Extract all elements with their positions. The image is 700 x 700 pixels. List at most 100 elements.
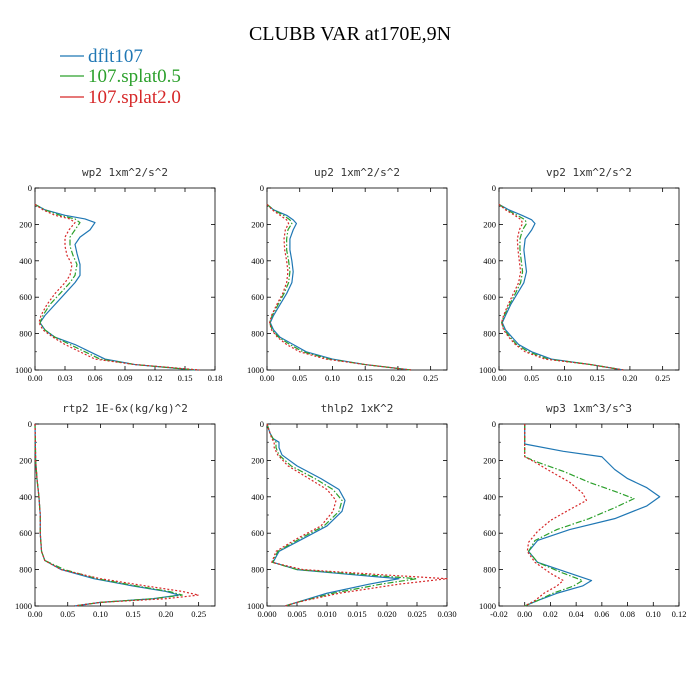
y-tick-label: 800 xyxy=(483,329,496,339)
x-tick-label: 0.005 xyxy=(287,609,306,619)
x-tick-label: 0.05 xyxy=(524,373,539,383)
series-line-107.splat0.5 xyxy=(266,203,412,371)
x-tick-label: 0.06 xyxy=(88,373,103,383)
x-tick-label: 0.09 xyxy=(118,373,133,383)
x-tick-label: 0.25 xyxy=(655,373,670,383)
y-tick-label: 200 xyxy=(251,455,264,465)
x-tick-label: 0.025 xyxy=(407,609,426,619)
series-line-107.splat0.5 xyxy=(34,423,183,607)
y-tick-label: 800 xyxy=(19,565,32,575)
x-tick-label: 0.15 xyxy=(178,373,193,383)
x-tick-label: 0.00 xyxy=(517,609,532,619)
y-tick-label: 1000 xyxy=(247,601,264,611)
y-tick-label: 0 xyxy=(260,183,264,193)
panel-6: wp3 1xm^3/s^3 0 200 400 600 800 1000-0.02 0.00 0… xyxy=(479,402,686,619)
x-tick-label: -0.02 xyxy=(490,609,508,619)
series-line-dflt107 xyxy=(524,424,661,607)
y-tick-label: 0 xyxy=(28,419,32,429)
y-tick-label: 800 xyxy=(251,565,264,575)
panel-2-frame xyxy=(266,187,448,371)
series-line-107.splat2.0 xyxy=(34,203,201,371)
x-tick-label: 0.030 xyxy=(437,609,456,619)
x-tick-label: 0.20 xyxy=(390,373,405,383)
x-tick-label: 0.00 xyxy=(28,373,43,383)
series-line-dflt107 xyxy=(498,203,624,371)
series-line-dflt107 xyxy=(266,423,400,607)
y-tick-label: 600 xyxy=(19,528,32,538)
y-tick-label: 400 xyxy=(483,492,496,502)
series-line-107.splat0.5 xyxy=(266,423,418,607)
panel-5-title: thlp2 1xK^2 xyxy=(321,402,394,415)
x-tick-label: 0.15 xyxy=(126,609,141,619)
panel-5-frame xyxy=(266,423,448,607)
y-tick-label: 1000 xyxy=(15,365,32,375)
x-tick-label: 0.15 xyxy=(358,373,373,383)
x-tick-label: 0.25 xyxy=(423,373,438,383)
x-tick-label: 0.015 xyxy=(347,609,366,619)
x-tick-label: 0.00 xyxy=(492,373,507,383)
y-tick-label: 400 xyxy=(251,492,264,502)
x-tick-label: 0.25 xyxy=(191,609,206,619)
series-line-107.splat2.0 xyxy=(266,203,412,371)
y-tick-label: 400 xyxy=(251,256,264,266)
y-tick-label: 800 xyxy=(19,329,32,339)
panel-2-title: up2 1xm^2/s^2 xyxy=(314,166,400,179)
x-tick-label: 0.010 xyxy=(317,609,336,619)
panel-4-frame xyxy=(34,423,216,607)
panel-4-title: rtp2 1E-6x(kg/kg)^2 xyxy=(62,402,188,415)
y-tick-label: 400 xyxy=(19,492,32,502)
y-tick-label: 400 xyxy=(483,256,496,266)
y-tick-label: 0 xyxy=(260,419,264,429)
x-tick-label: 0.10 xyxy=(325,373,340,383)
x-tick-label: 0.04 xyxy=(569,609,585,619)
y-tick-label: 200 xyxy=(483,455,496,465)
y-tick-label: 0 xyxy=(492,419,496,429)
figure-title: CLUBB VAR at170E,9N xyxy=(249,23,451,45)
legend-label-splat0.5: 107.splat0.5 xyxy=(88,66,181,87)
x-tick-label: 0.05 xyxy=(60,609,75,619)
x-tick-label: 0.02 xyxy=(543,609,558,619)
x-tick-label: 0.20 xyxy=(158,609,173,619)
x-tick-label: 0.000 xyxy=(257,609,276,619)
y-tick-label: 600 xyxy=(483,528,496,538)
panel-6-frame xyxy=(498,423,680,607)
x-tick-label: 0.15 xyxy=(590,373,605,383)
panel-3-title: vp2 1xm^2/s^2 xyxy=(546,166,632,179)
series-line-dflt107 xyxy=(266,203,412,371)
legend-label-splat2.0: 107.splat2.0 xyxy=(88,87,181,108)
y-tick-label: 600 xyxy=(483,292,496,302)
series-line-107.splat2.0 xyxy=(266,423,448,607)
x-tick-label: 0.05 xyxy=(292,373,307,383)
y-tick-label: 1000 xyxy=(479,601,496,611)
x-tick-label: 0.10 xyxy=(646,609,661,619)
panel-1-frame xyxy=(34,187,216,371)
y-tick-label: 800 xyxy=(483,565,496,575)
y-tick-label: 200 xyxy=(251,219,264,229)
y-tick-label: 800 xyxy=(251,329,264,339)
y-tick-label: 200 xyxy=(19,219,32,229)
y-tick-label: 0 xyxy=(492,183,496,193)
x-tick-label: 0.10 xyxy=(93,609,108,619)
y-tick-label: 1000 xyxy=(247,365,264,375)
y-tick-label: 1000 xyxy=(15,601,32,611)
legend-label-dflt107: dflt107 xyxy=(88,46,143,67)
x-tick-label: 0.10 xyxy=(557,373,572,383)
panel-6-title: wp3 1xm^3/s^3 xyxy=(546,402,632,415)
y-tick-label: 400 xyxy=(19,256,32,266)
series-line-107.splat0.5 xyxy=(498,203,624,371)
x-tick-label: 0.08 xyxy=(620,609,635,619)
y-tick-label: 600 xyxy=(251,292,264,302)
y-tick-label: 0 xyxy=(28,183,32,193)
x-tick-label: 0.12 xyxy=(148,373,163,383)
x-tick-label: 0.18 xyxy=(208,373,223,383)
y-tick-label: 600 xyxy=(19,292,32,302)
panel-3-frame xyxy=(498,187,680,371)
x-tick-label: 0.20 xyxy=(622,373,637,383)
legend: dflt107 107.splat0.5 107.splat2.0 xyxy=(60,46,181,108)
y-tick-label: 200 xyxy=(483,219,496,229)
